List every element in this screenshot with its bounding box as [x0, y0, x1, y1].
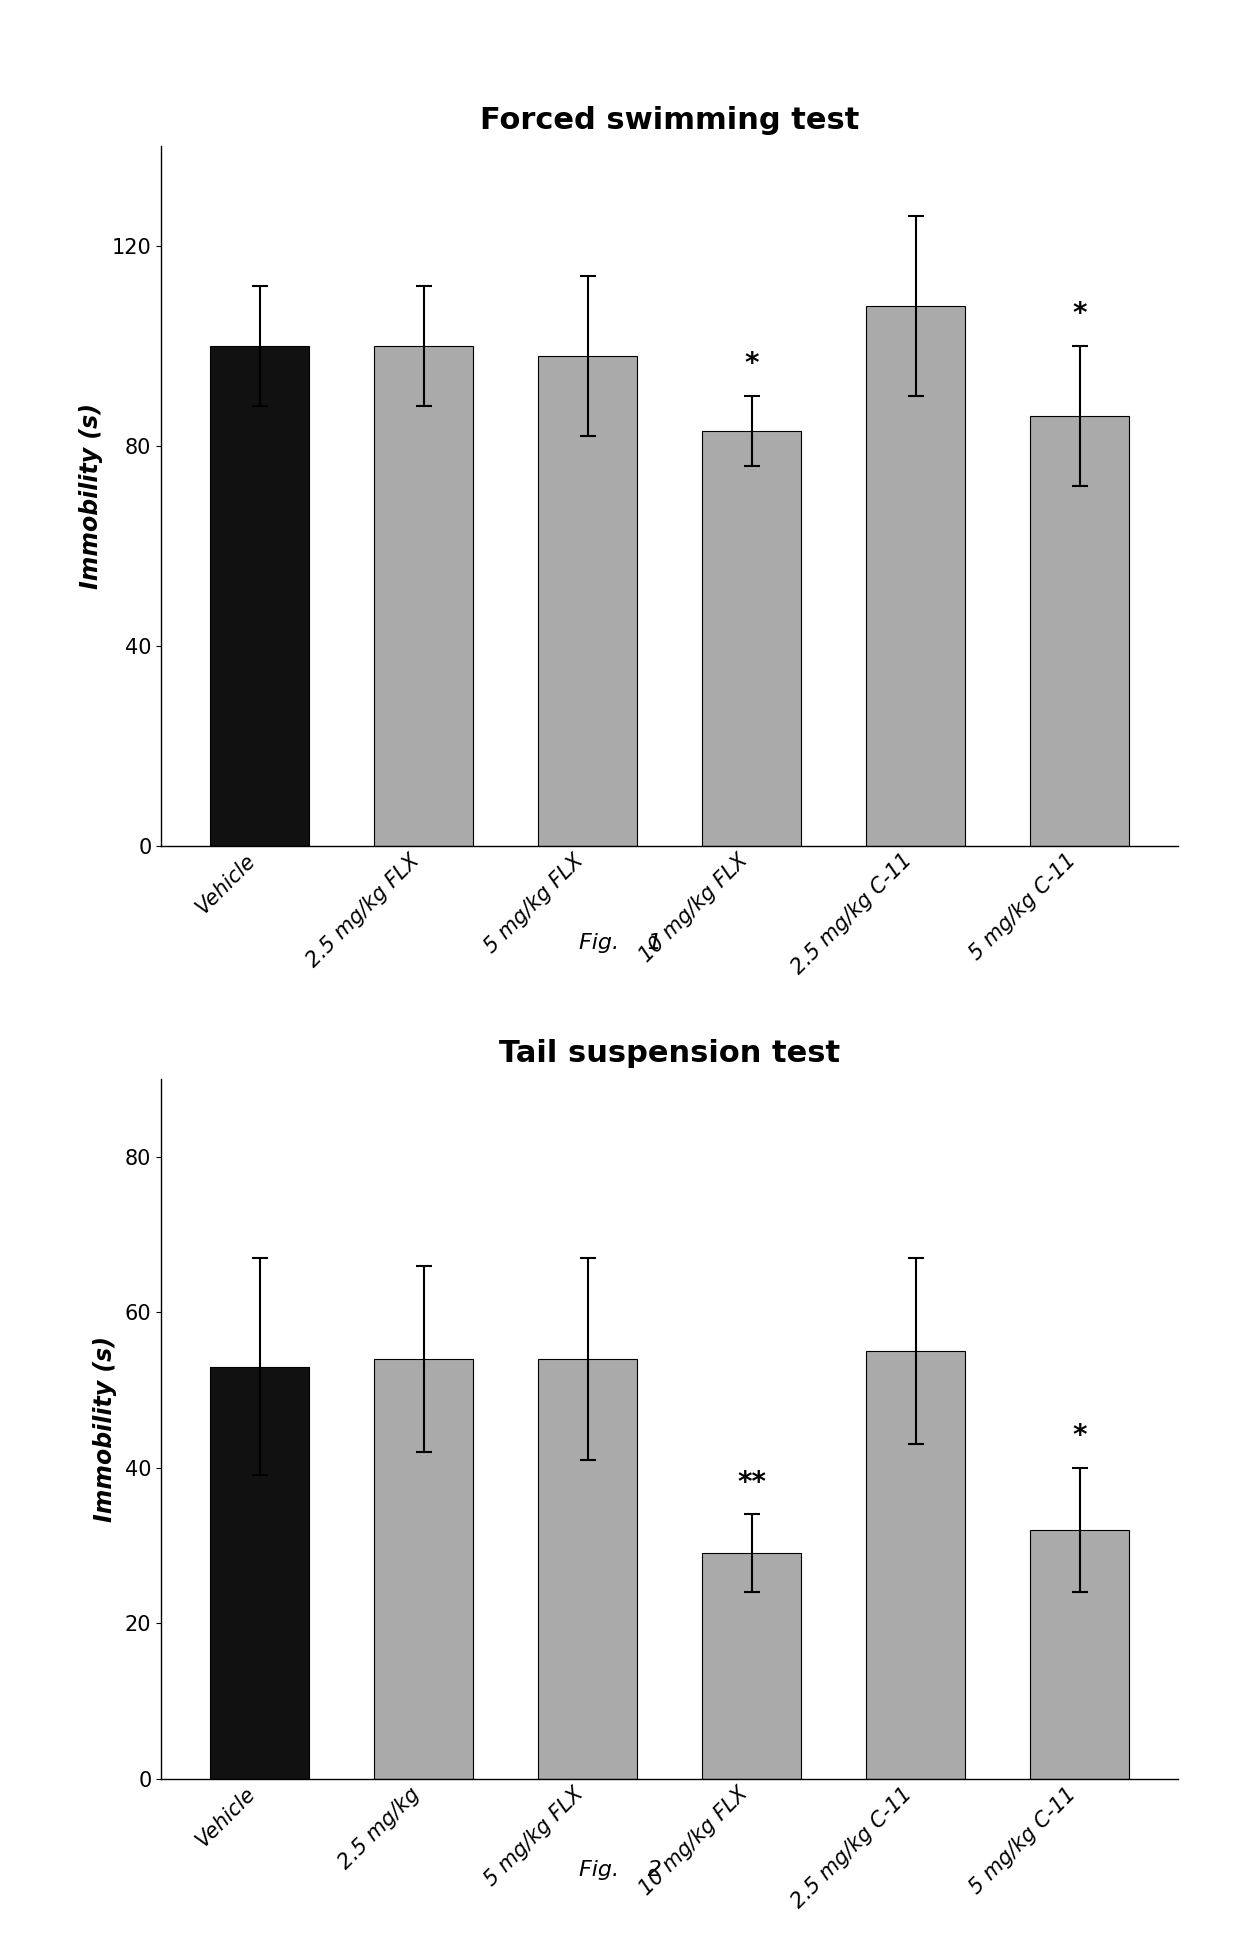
Title: Tail suspension test: Tail suspension test [498, 1040, 841, 1069]
Text: *: * [744, 350, 759, 379]
Text: Fig.    1: Fig. 1 [579, 933, 661, 953]
Bar [702, 432, 801, 846]
Y-axis label: Immobility (s): Immobility (s) [93, 1336, 117, 1522]
Bar [374, 1359, 472, 1779]
Bar [1030, 1530, 1128, 1779]
Bar [867, 305, 965, 846]
Bar [538, 1359, 637, 1779]
Text: *: * [1073, 299, 1086, 329]
Bar [867, 1351, 965, 1779]
Bar [1030, 416, 1128, 846]
Text: *: * [1073, 1423, 1086, 1450]
Title: Forced swimming test: Forced swimming test [480, 107, 859, 136]
Bar [211, 346, 309, 846]
Bar [374, 346, 472, 846]
Y-axis label: Immobility (s): Immobility (s) [79, 402, 103, 589]
Bar [211, 1367, 309, 1779]
Text: **: ** [737, 1470, 766, 1497]
Bar [702, 1553, 801, 1779]
Bar [538, 356, 637, 846]
Text: Fig.    2: Fig. 2 [579, 1860, 661, 1880]
